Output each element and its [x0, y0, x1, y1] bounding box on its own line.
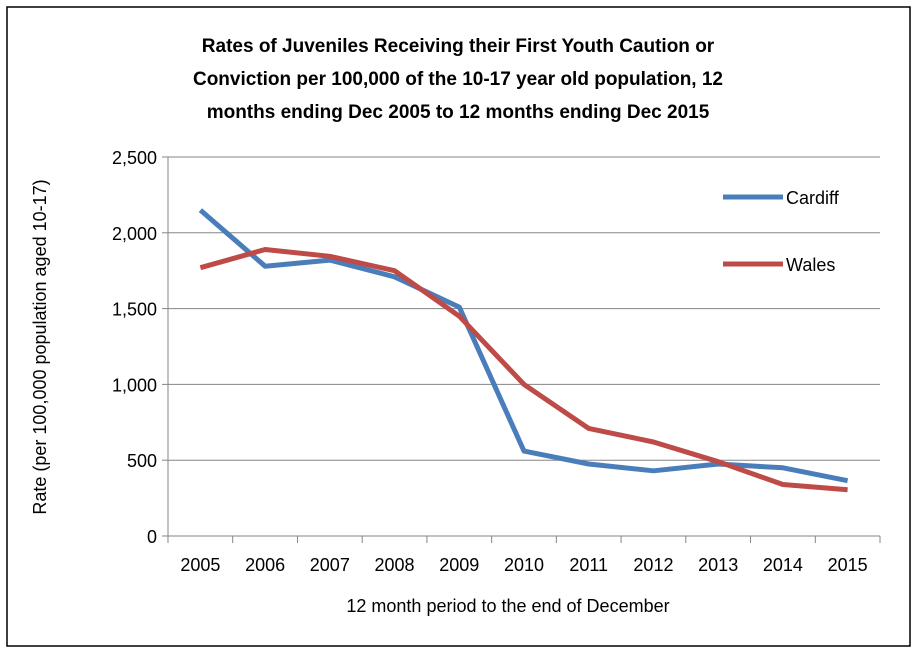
y-tick-label: 0 — [147, 527, 157, 547]
data-series — [198, 208, 849, 493]
legend-label-wales: Wales — [786, 255, 835, 275]
x-tick-label: 2014 — [763, 555, 803, 575]
y-tick-label: 1,000 — [112, 375, 157, 395]
x-tick-label: 2013 — [698, 555, 738, 575]
x-axis-title: 12 month period to the end of December — [346, 596, 669, 616]
y-axis-tick-labels: 0 500 1,000 1,500 2,000 2,500 — [112, 148, 157, 547]
y-tick-label: 500 — [127, 451, 157, 471]
legend: Cardiff Wales — [723, 188, 840, 275]
x-axis-tick-labels: 2005 2006 2007 2008 2009 2010 2011 2012 2013 2014… — [180, 555, 867, 575]
y-axis-title: Rate (per 100,000 population aged 10-17) — [30, 179, 50, 514]
chart-title: Rates of Juveniles Receiving their First… — [193, 36, 723, 123]
y-tick-label: 1,500 — [112, 300, 157, 320]
x-tick-label: 2007 — [310, 555, 350, 575]
chart-frame — [6, 6, 911, 647]
legend-label-cardiff: Cardiff — [786, 188, 840, 208]
chart-title-line-1: Rates of Juveniles Receiving their First… — [202, 36, 715, 57]
x-tick-label: 2006 — [245, 555, 285, 575]
axes — [162, 156, 881, 543]
x-tick-label: 2012 — [633, 555, 673, 575]
x-tick-label: 2009 — [439, 555, 479, 575]
x-tick-label: 2015 — [828, 555, 868, 575]
x-tick-label: 2005 — [180, 555, 220, 575]
x-tick-label: 2011 — [569, 555, 608, 575]
x-tick-label: 2010 — [504, 555, 544, 575]
y-tick-label: 2,000 — [112, 224, 157, 244]
chart-title-line-3: months ending Dec 2005 to 12 months endi… — [207, 102, 710, 123]
x-tick-label: 2008 — [375, 555, 415, 575]
chart-title-line-2: Conviction per 100,000 of the 10-17 year… — [193, 69, 723, 90]
y-tick-label: 2,500 — [112, 148, 157, 168]
